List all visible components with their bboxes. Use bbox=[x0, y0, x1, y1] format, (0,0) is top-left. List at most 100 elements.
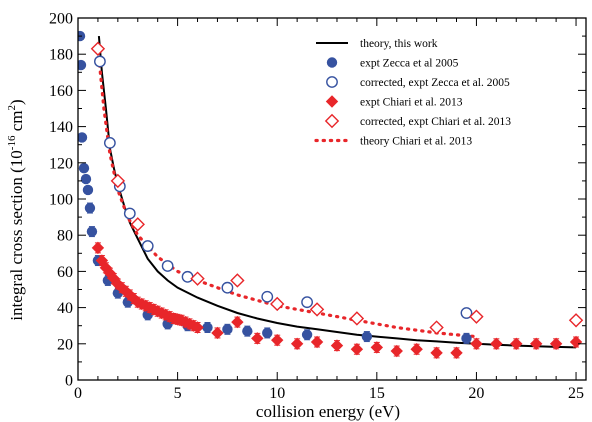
expt-chiari-et-al-2013-point bbox=[91, 241, 105, 255]
corrected-expt-zecca-et-al-2005-point bbox=[161, 260, 174, 272]
expt-zecca-et-al-2005-point bbox=[80, 173, 92, 185]
theory-chiari-et-al-2013-line bbox=[97, 56, 478, 339]
expt-chiari-et-al-2013-point bbox=[390, 344, 403, 358]
x-tick-label: 0 bbox=[74, 385, 82, 402]
y-axis-label-text: integral cross section bbox=[7, 177, 26, 321]
expt-chiari-et-al-2013-point bbox=[191, 321, 204, 334]
corrected-expt-zecca-et-al-2005-point bbox=[261, 290, 274, 303]
axes: 0 5 10 15 20 25 0 20 40 60 80 100 120 140 160 180 200 bbox=[49, 11, 587, 402]
expt-chiari-et-al-2013-point bbox=[430, 346, 443, 360]
expt-zecca-et-al-2005-point bbox=[78, 132, 88, 143]
corrected-expt-chiari-et-al-2013-point bbox=[190, 271, 205, 286]
plot-frame bbox=[77, 17, 587, 381]
corrected-expt-chiari-et-al-2013-point bbox=[270, 296, 285, 312]
y-tick-label: 120 bbox=[49, 155, 73, 172]
corrected-expt-zecca-et-al-2005-point bbox=[181, 270, 194, 283]
y-axis-unit-exp2: 2 bbox=[6, 105, 18, 111]
expt-chiari-et-al-2013-point bbox=[290, 337, 304, 350]
expt-chiari-et-al-2013-point bbox=[370, 341, 384, 354]
corrected-expt-zecca-et-al-2005-point bbox=[221, 281, 234, 294]
expt-chiari-et-al-2013-point bbox=[330, 339, 344, 352]
expt-chiari-et-al-2013-point bbox=[310, 335, 324, 349]
expt-zecca-et-al-2005-point bbox=[222, 324, 233, 335]
y-tick-label: 60 bbox=[57, 264, 73, 281]
expt-zecca-et-al-2005-point bbox=[262, 327, 273, 339]
legend-label: corrected, expt Chiari et al. 2013 bbox=[360, 116, 511, 128]
plot-content bbox=[78, 30, 584, 360]
corrected-expt-zecca-et-al-2005-point bbox=[460, 307, 473, 319]
legend-label: theory, this work bbox=[360, 38, 438, 50]
expt-chiari-et-al-2013-point bbox=[271, 333, 284, 347]
legend-item-corrected-expt-zecca-et-al-2005: corrected, expt Zecca et al. 2005 bbox=[326, 76, 510, 89]
legend-item-expt-chiari-et-al-2013: expt Chiari et al. 2013 bbox=[325, 95, 463, 109]
expt-zecca-et-al-2005-point bbox=[78, 59, 87, 71]
y-tick-label: 200 bbox=[49, 11, 73, 28]
y-axis-unit-end: ) bbox=[7, 99, 26, 105]
y-tick-label: 20 bbox=[57, 336, 73, 353]
legend-label: expt Zecca et al 2005 bbox=[360, 58, 459, 70]
corrected-expt-chiari-et-al-2013-point bbox=[309, 302, 325, 317]
corrected-expt-chiari-et-al-2013-point bbox=[110, 173, 126, 189]
corrected-expt-chiari-et-al-2013-point bbox=[90, 41, 106, 56]
expt-chiari-et-al-2013-point bbox=[549, 337, 563, 350]
expt-chiari-et-al-2013-point bbox=[490, 337, 503, 350]
corrected-expt-chiari-et-al-2013-point bbox=[130, 217, 145, 232]
legend-item-expt-zecca-et-al-2005: expt Zecca et al 2005 bbox=[326, 57, 459, 70]
legend-label: theory Chiari et al. 2013 bbox=[360, 136, 472, 148]
corrected-expt-chiari-et-al-2013-point bbox=[568, 313, 584, 328]
plot-area bbox=[78, 30, 584, 360]
expt-zecca-et-al-2005-point bbox=[361, 331, 373, 342]
corrected-expt-zecca-et-al-2005-point bbox=[94, 55, 106, 68]
corrected-expt-chiari-et-al-2013-point bbox=[429, 320, 444, 335]
y-tick-label: 0 bbox=[65, 373, 73, 390]
corrected-expt-zecca-et-al-2005-point bbox=[123, 207, 136, 220]
x-tick-label: 20 bbox=[468, 385, 484, 402]
legend: theory, this work expt Zecca et al 2005 co… bbox=[314, 38, 511, 148]
y-axis-unit-exp1: -16 bbox=[6, 135, 18, 150]
expt-chiari-et-al-2013-point bbox=[510, 337, 523, 350]
expt-chiari-et-al-2013-point bbox=[569, 335, 583, 349]
expt-chiari-et-al-2013-point bbox=[231, 315, 244, 329]
legend-item-theory-this-work: theory, this work bbox=[316, 38, 438, 50]
expt-chiari-et-al-2013-point bbox=[529, 337, 543, 350]
x-tick-label: 15 bbox=[369, 385, 385, 402]
y-axis-label: integral cross section (10-16 cm2) bbox=[6, 99, 26, 320]
legend-swatch-marker bbox=[326, 57, 338, 68]
expt-zecca-et-al-2005-point bbox=[86, 226, 98, 237]
expt-zecca-et-al-2005-point bbox=[78, 163, 90, 174]
legend-swatch-marker bbox=[324, 113, 340, 129]
expt-chiari-et-al-2013-point bbox=[410, 343, 423, 356]
expt-zecca-et-al-2005-point bbox=[82, 184, 94, 196]
y-axis-unit-mid: cm bbox=[7, 111, 26, 136]
y-tick-label: 100 bbox=[49, 192, 73, 209]
expt-zecca-et-al-2005-point bbox=[461, 333, 472, 344]
corrected-expt-zecca-et-al-2005-markers bbox=[94, 55, 473, 319]
corrected-expt-chiari-et-al-2013-point bbox=[349, 311, 365, 326]
expt-chiari-et-al-2013-markers bbox=[91, 241, 583, 360]
expt-chiari-et-al-2013-point bbox=[450, 346, 463, 360]
y-axis-unit-base: (10 bbox=[7, 150, 26, 173]
corrected-expt-zecca-et-al-2005-point bbox=[141, 240, 154, 252]
corrected-expt-zecca-et-al-2005-point bbox=[301, 296, 313, 309]
expt-zecca-et-al-2005-point bbox=[84, 202, 96, 214]
corrected-expt-chiari-et-al-2013-markers bbox=[90, 41, 584, 335]
corrected-expt-chiari-et-al-2013-point bbox=[230, 273, 245, 288]
legend-swatch-marker bbox=[325, 95, 339, 108]
expt-zecca-et-al-2005-point bbox=[301, 329, 313, 340]
y-tick-label: 140 bbox=[49, 119, 73, 136]
x-axis-label: collision energy (eV) bbox=[256, 402, 400, 421]
legend-label: expt Chiari et al. 2013 bbox=[360, 97, 463, 109]
corrected-expt-zecca-et-al-2005-point bbox=[103, 136, 116, 149]
y-tick-label: 180 bbox=[49, 47, 73, 64]
expt-chiari-et-al-2013-point bbox=[350, 343, 364, 356]
legend-item-theory-chiari-et-al-2013: theory Chiari et al. 2013 bbox=[314, 136, 472, 148]
x-tick-label: 5 bbox=[174, 385, 182, 402]
legend-swatch-marker bbox=[326, 76, 338, 88]
x-tick-label: 10 bbox=[269, 385, 285, 402]
corrected-expt-chiari-et-al-2013-point bbox=[469, 309, 484, 324]
legend-label: corrected, expt Zecca et al. 2005 bbox=[360, 77, 510, 89]
expt-chiari-et-al-2013-point bbox=[251, 332, 264, 345]
expt-zecca-et-al-2005-point bbox=[202, 322, 213, 333]
